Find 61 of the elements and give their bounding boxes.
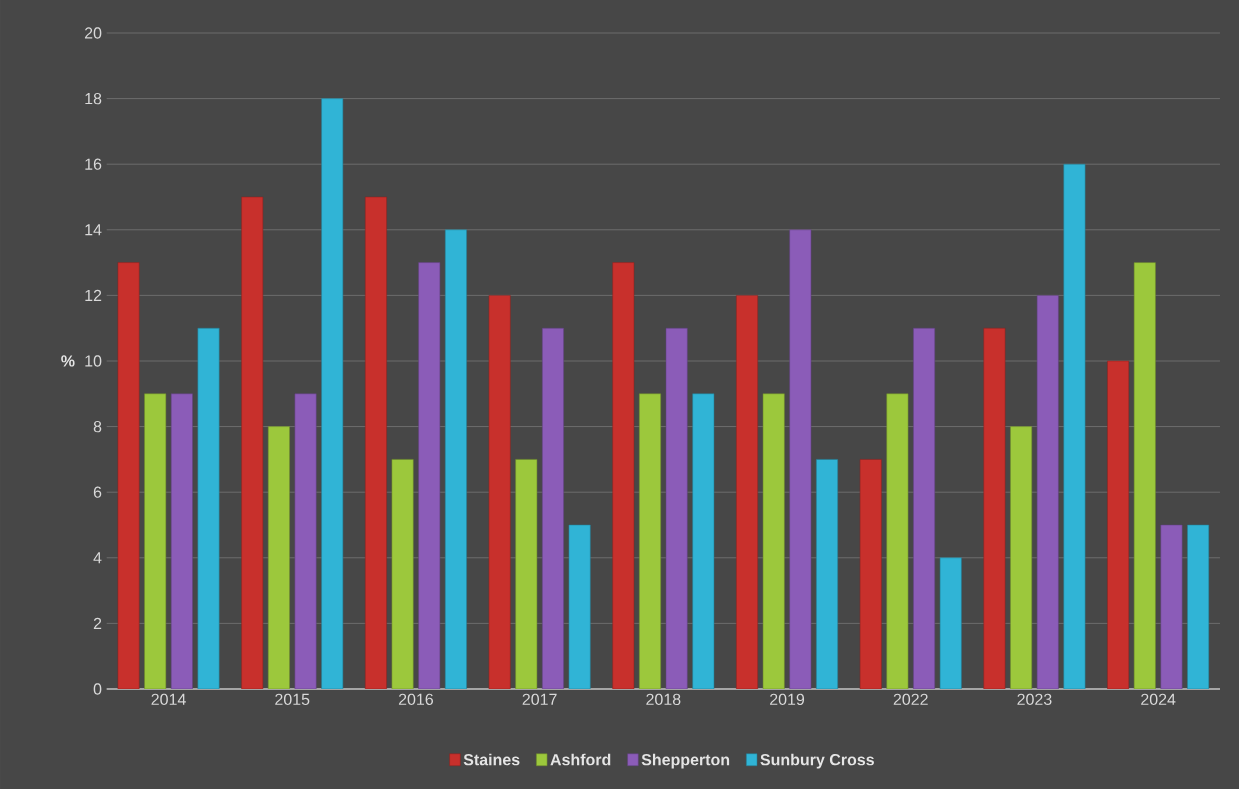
bar [1133,262,1156,689]
y-tick-label: 10 [85,355,102,367]
bar [444,229,467,689]
bar [364,196,387,689]
bar [736,295,758,689]
x-tick-label: 2023 [1017,693,1052,706]
bar [983,327,1006,689]
bar [913,327,935,689]
x-tick-label: 2024 [1141,693,1176,706]
x-tick-label: 2022 [893,693,928,706]
bar [488,295,511,689]
bar [886,393,909,689]
bar [639,393,661,689]
x-tick-label: 2017 [522,693,557,706]
y-tick-label: 4 [93,552,102,564]
bar [939,557,962,689]
bar [294,393,317,689]
y-tick-label: 2 [93,617,102,629]
bar [568,524,591,689]
bar [267,426,290,689]
bar [241,196,264,689]
bar [1187,524,1210,689]
bar [391,459,414,689]
bar [197,327,220,689]
x-tick-label: 2015 [275,693,310,706]
y-axis-title: % [61,355,75,367]
y-tick-label: 8 [93,420,102,433]
x-tick-label: 2018 [646,693,681,706]
bar [692,393,715,689]
bar [1107,360,1130,689]
bar [321,98,344,689]
legend-label: Ashford [550,753,611,766]
bar [418,262,441,689]
bar [1160,524,1183,689]
bar [1063,163,1086,689]
bar [789,229,812,689]
legend-label: Shepperton [641,753,730,769]
bar [1010,426,1033,689]
legend-label: Sunbury Cross [760,753,874,769]
y-tick-label: 18 [85,92,102,105]
y-tick-label: 16 [85,158,102,170]
bar [515,459,538,689]
y-tick-label: 6 [93,486,102,498]
bar [859,459,882,689]
y-tick-label: 0 [93,683,102,695]
bar [762,393,785,689]
bar [542,327,564,689]
bar [612,262,635,689]
bar [665,327,688,689]
y-tick-label: 12 [85,289,102,301]
bar [170,393,193,689]
bar [816,459,838,689]
bar [1036,295,1059,689]
x-tick-label: 2014 [151,693,186,706]
legend-label: Staines [463,753,520,766]
x-tick-label: 2016 [398,693,434,706]
y-tick-label: 14 [85,224,102,236]
bar [144,393,167,689]
bar [117,262,140,689]
x-tick-label: 2019 [770,693,805,706]
y-tick-label: 20 [84,27,102,39]
